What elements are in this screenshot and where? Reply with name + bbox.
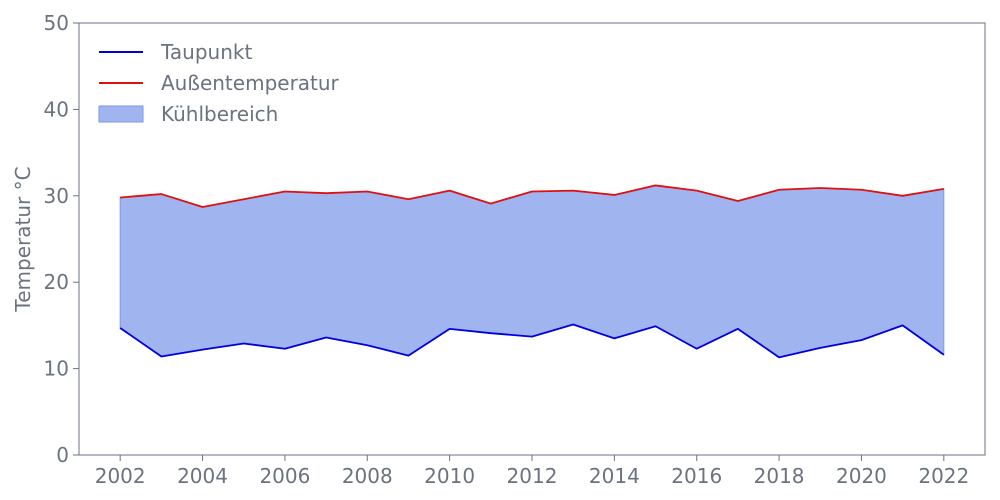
x-tick-label: 2014 [589, 464, 640, 488]
x-tick-label: 2020 [836, 464, 887, 488]
y-tick-label: 0 [56, 443, 69, 467]
legend-label: Taupunkt [160, 40, 252, 64]
y-tick-label: 40 [44, 97, 69, 121]
y-axis: 0 10 20 30 40 50 [44, 11, 79, 467]
y-tick-label: 10 [44, 357, 69, 381]
y-axis-title: Temperatur °C [11, 166, 35, 312]
series-line-1 [120, 184, 944, 208]
legend-label: Kühlbereich [161, 102, 278, 126]
y-tick-label: 20 [44, 270, 69, 294]
series-line-0 [119, 323, 945, 359]
x-tick-label: 2012 [507, 464, 558, 488]
x-tick-label: 2022 [918, 464, 969, 488]
fill-layer [119, 184, 945, 358]
series-layer [119, 184, 945, 359]
x-tick-label: 2016 [671, 464, 722, 488]
x-tick-label: 2018 [754, 464, 805, 488]
x-axis: 2002 2004 2006 2008 2010 2012 2014 2016 2018 2020… [95, 455, 969, 488]
x-tick-label: 2006 [259, 464, 310, 488]
x-tick-label: 2004 [177, 464, 228, 488]
x-tick-label: 2002 [95, 464, 146, 488]
legend-label: Außentemperatur [161, 71, 340, 95]
legend-swatch [98, 105, 144, 123]
x-tick-label: 2008 [342, 464, 393, 488]
y-tick-label: 30 [44, 184, 69, 208]
legend: Taupunkt Außentemperatur Kühlbereich [98, 40, 340, 126]
y-tick-label: 50 [44, 11, 69, 35]
x-tick-label: 2010 [424, 464, 475, 488]
kuehlbereich-area [119, 184, 945, 358]
